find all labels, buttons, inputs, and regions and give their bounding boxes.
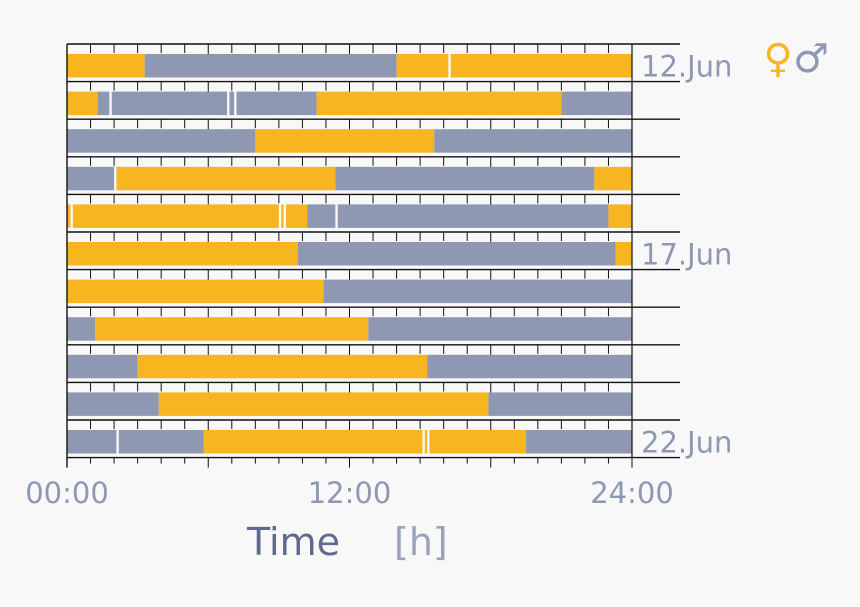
timeline-rows: 12.Jun 17.Jun 22.Jun — [67, 43, 732, 460]
x-tick-label: 00:00 — [25, 476, 109, 510]
x-axis-ticks: 00:00 12:00 24:00 — [25, 457, 674, 510]
timeline-row — [67, 80, 680, 116]
segment-male — [67, 354, 138, 379]
timeline-row: 12.Jun — [67, 43, 732, 84]
segment-female — [203, 430, 423, 454]
segment-male — [67, 129, 256, 153]
segment-male — [144, 54, 397, 78]
date-label: 12.Jun — [641, 50, 732, 84]
timeline-row — [67, 268, 680, 304]
segment-female — [608, 204, 632, 228]
segment-male — [67, 392, 159, 416]
segment-male — [97, 91, 110, 116]
segment-male — [488, 392, 632, 416]
timeline-row: 17.Jun — [67, 231, 732, 272]
segment-male — [434, 129, 632, 153]
x-tick-label: 12:00 — [308, 476, 392, 510]
segment-male — [236, 91, 317, 116]
segment-male — [335, 166, 595, 191]
segment-female — [316, 91, 562, 116]
date-label: 17.Jun — [641, 238, 732, 272]
timeline-row — [67, 344, 680, 379]
segment-female — [137, 354, 428, 379]
segment-female — [116, 166, 336, 191]
segment-female — [67, 204, 71, 228]
axes — [66, 44, 680, 468]
segment-male — [323, 279, 632, 304]
timeline-row — [67, 156, 680, 191]
segment-male — [229, 91, 235, 116]
timeline-row — [67, 193, 680, 228]
segment-male — [337, 204, 609, 228]
segment-male — [526, 430, 632, 454]
segment-female — [67, 54, 145, 78]
timeline-row — [67, 306, 680, 341]
segment-male — [67, 430, 117, 454]
segment-male — [67, 166, 115, 191]
x-axis-unit: [h] — [394, 520, 448, 564]
segment-male — [297, 242, 616, 266]
segment-male — [561, 91, 632, 116]
segment-female — [285, 204, 308, 228]
segment-female — [67, 91, 98, 116]
segment-female — [255, 129, 435, 153]
segment-male — [67, 317, 96, 341]
segment-female — [95, 317, 369, 341]
x-axis-label: Time — [246, 520, 340, 564]
x-tick-label: 24:00 — [590, 476, 674, 510]
segment-female — [429, 430, 527, 454]
timeline-row — [67, 381, 680, 416]
labels: Time [h] — [246, 520, 448, 564]
segment-female — [594, 166, 632, 191]
segment-female — [424, 430, 428, 454]
legend-symbol-male: ♂ — [793, 36, 829, 82]
segment-female — [396, 54, 449, 78]
segment-male — [427, 354, 632, 379]
segment-female — [67, 242, 298, 266]
segment-male — [111, 91, 228, 116]
segment-male — [118, 430, 204, 454]
date-label: 22.Jun — [641, 426, 732, 460]
segment-female — [72, 204, 279, 228]
segment-male — [307, 204, 336, 228]
segment-female — [67, 279, 324, 304]
segment-female — [281, 204, 284, 228]
legend: ♀ ♂ — [763, 36, 829, 82]
segment-female — [615, 242, 632, 266]
segment-male — [368, 317, 632, 341]
legend-symbol-female: ♀ — [763, 36, 792, 82]
timeline-row: 22.Jun — [67, 419, 732, 460]
segment-female — [450, 54, 632, 78]
segment-female — [158, 392, 489, 416]
timeline-row — [67, 118, 680, 153]
